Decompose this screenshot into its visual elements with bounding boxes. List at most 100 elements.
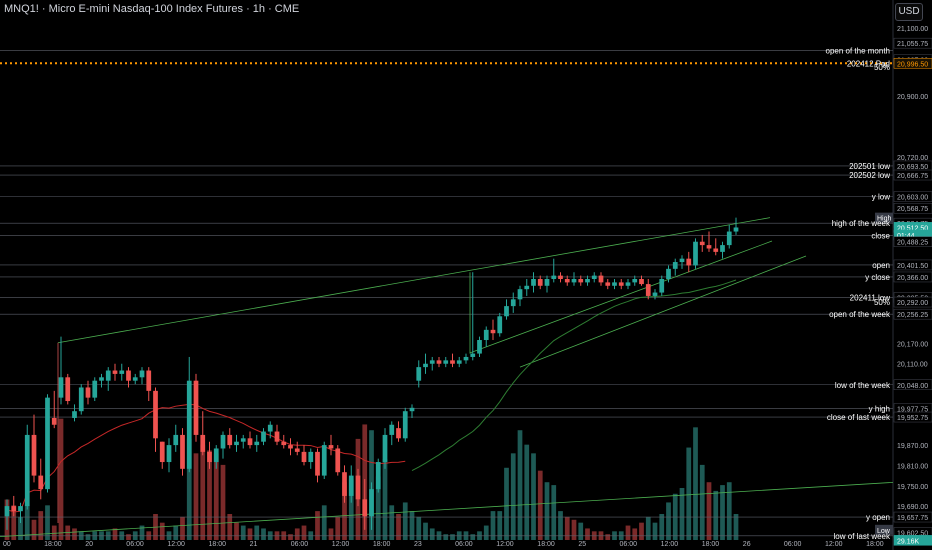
level-label: 202412 Pad (847, 59, 890, 68)
price-tick: 21,100.00 (897, 26, 928, 33)
candle-body (402, 411, 408, 439)
candle-body (470, 353, 476, 357)
time-tick: 18:00 (702, 541, 720, 548)
volume-bar (139, 525, 145, 540)
candle-body (652, 292, 658, 296)
candle-body (45, 397, 50, 490)
time-tick: 18:00 (44, 541, 62, 548)
price-scale-label-box (893, 169, 932, 181)
level-label: 50% (874, 63, 890, 72)
time-tick: 18:00 (866, 541, 884, 548)
candle-body (571, 279, 577, 283)
currency-button[interactable]: USD (895, 3, 923, 21)
price-scale-label: 19,952.75 (897, 415, 928, 422)
candle-body (301, 451, 307, 463)
candle-body (389, 424, 395, 435)
volume-bar (247, 528, 253, 540)
candle-body (348, 475, 354, 496)
volume-bar (666, 502, 671, 540)
time-tick: 06:00 (455, 541, 473, 548)
candle-body (497, 316, 503, 334)
candle-body (490, 329, 496, 334)
price-tick: 19,810.00 (897, 463, 928, 470)
price-scale-label-box (893, 202, 932, 214)
volume-bar (213, 453, 219, 540)
time-tick: 12:00 (661, 541, 679, 548)
price-scale-label: 20,292.00 (897, 300, 928, 307)
volume-bar (207, 450, 212, 540)
candle-body (477, 340, 482, 354)
price-scale-label: 19,602.50 (897, 531, 928, 538)
volume-bar (227, 514, 233, 540)
level-badge (875, 212, 893, 223)
volume-bar (193, 453, 199, 540)
time-tick: 18:00 (537, 541, 555, 548)
volume-bar (348, 479, 354, 540)
volume-bar (645, 516, 651, 540)
time-tick: 06:00 (126, 541, 144, 548)
volume-bar (18, 516, 23, 540)
volume-bar (45, 505, 50, 540)
candle-body (531, 279, 536, 286)
candle-body (666, 268, 671, 279)
candle-body (693, 241, 698, 266)
price-scale-label: 20,488.25 (897, 240, 928, 247)
time-tick: 00 (3, 541, 11, 548)
candle-body (585, 279, 590, 283)
volume-bar (409, 511, 415, 540)
volume-bar (402, 502, 408, 540)
candle-body (720, 245, 725, 252)
candle-body (733, 227, 739, 232)
candle-body (92, 380, 98, 398)
candle-body (483, 329, 489, 341)
level-badge-label: Low (877, 528, 891, 535)
price-scale-label: 20,048.00 (897, 383, 928, 390)
price-scale-label: 20,568.75 (897, 206, 928, 213)
price-tick: 19,690.00 (897, 504, 928, 511)
candle-body (443, 360, 449, 364)
volume-bar (180, 516, 185, 540)
volume-bar (254, 525, 260, 540)
price-scale-label-box (893, 191, 932, 202)
volume-bar (726, 482, 732, 540)
volume-bar (659, 514, 665, 540)
volume-bar (335, 516, 341, 540)
candle-body (288, 445, 293, 449)
volume-bar (301, 525, 307, 540)
time-tick: 18:00 (373, 541, 391, 548)
volume-bar (652, 522, 658, 540)
candle-body (436, 360, 442, 364)
candle-body (504, 306, 509, 317)
volume-bar (288, 534, 293, 540)
volume-bar (551, 485, 557, 540)
price-tick: 20,110.00 (897, 362, 928, 369)
volume-bar (490, 511, 496, 540)
candle-body (234, 441, 239, 446)
level-label: y close (865, 273, 890, 282)
price-scale-label: 29.16K (897, 538, 920, 545)
candle-body (450, 360, 455, 364)
price-scale-label: 19,977.75 (897, 407, 928, 414)
volume-bar (558, 511, 563, 540)
candle-body (173, 434, 179, 446)
volume-bar (483, 525, 489, 540)
level-label: close of last week (827, 413, 891, 422)
volume-bar (389, 505, 395, 540)
candle-body (227, 434, 233, 446)
candle-body (186, 380, 192, 469)
volume-bar (315, 511, 320, 540)
volume-bar (578, 522, 584, 540)
candle-body (240, 438, 246, 442)
volume-bar (713, 490, 719, 540)
price-tick: 20,900.00 (897, 94, 928, 101)
time-tick: 18:00 (209, 541, 227, 548)
candle-body (706, 245, 712, 249)
candle-body (105, 370, 111, 381)
volume-bar (504, 467, 509, 540)
volume-bar (429, 528, 435, 540)
candle-body (645, 284, 651, 296)
volume-bar (531, 453, 536, 540)
volume-bar (294, 528, 300, 540)
volume-bar (11, 505, 17, 540)
